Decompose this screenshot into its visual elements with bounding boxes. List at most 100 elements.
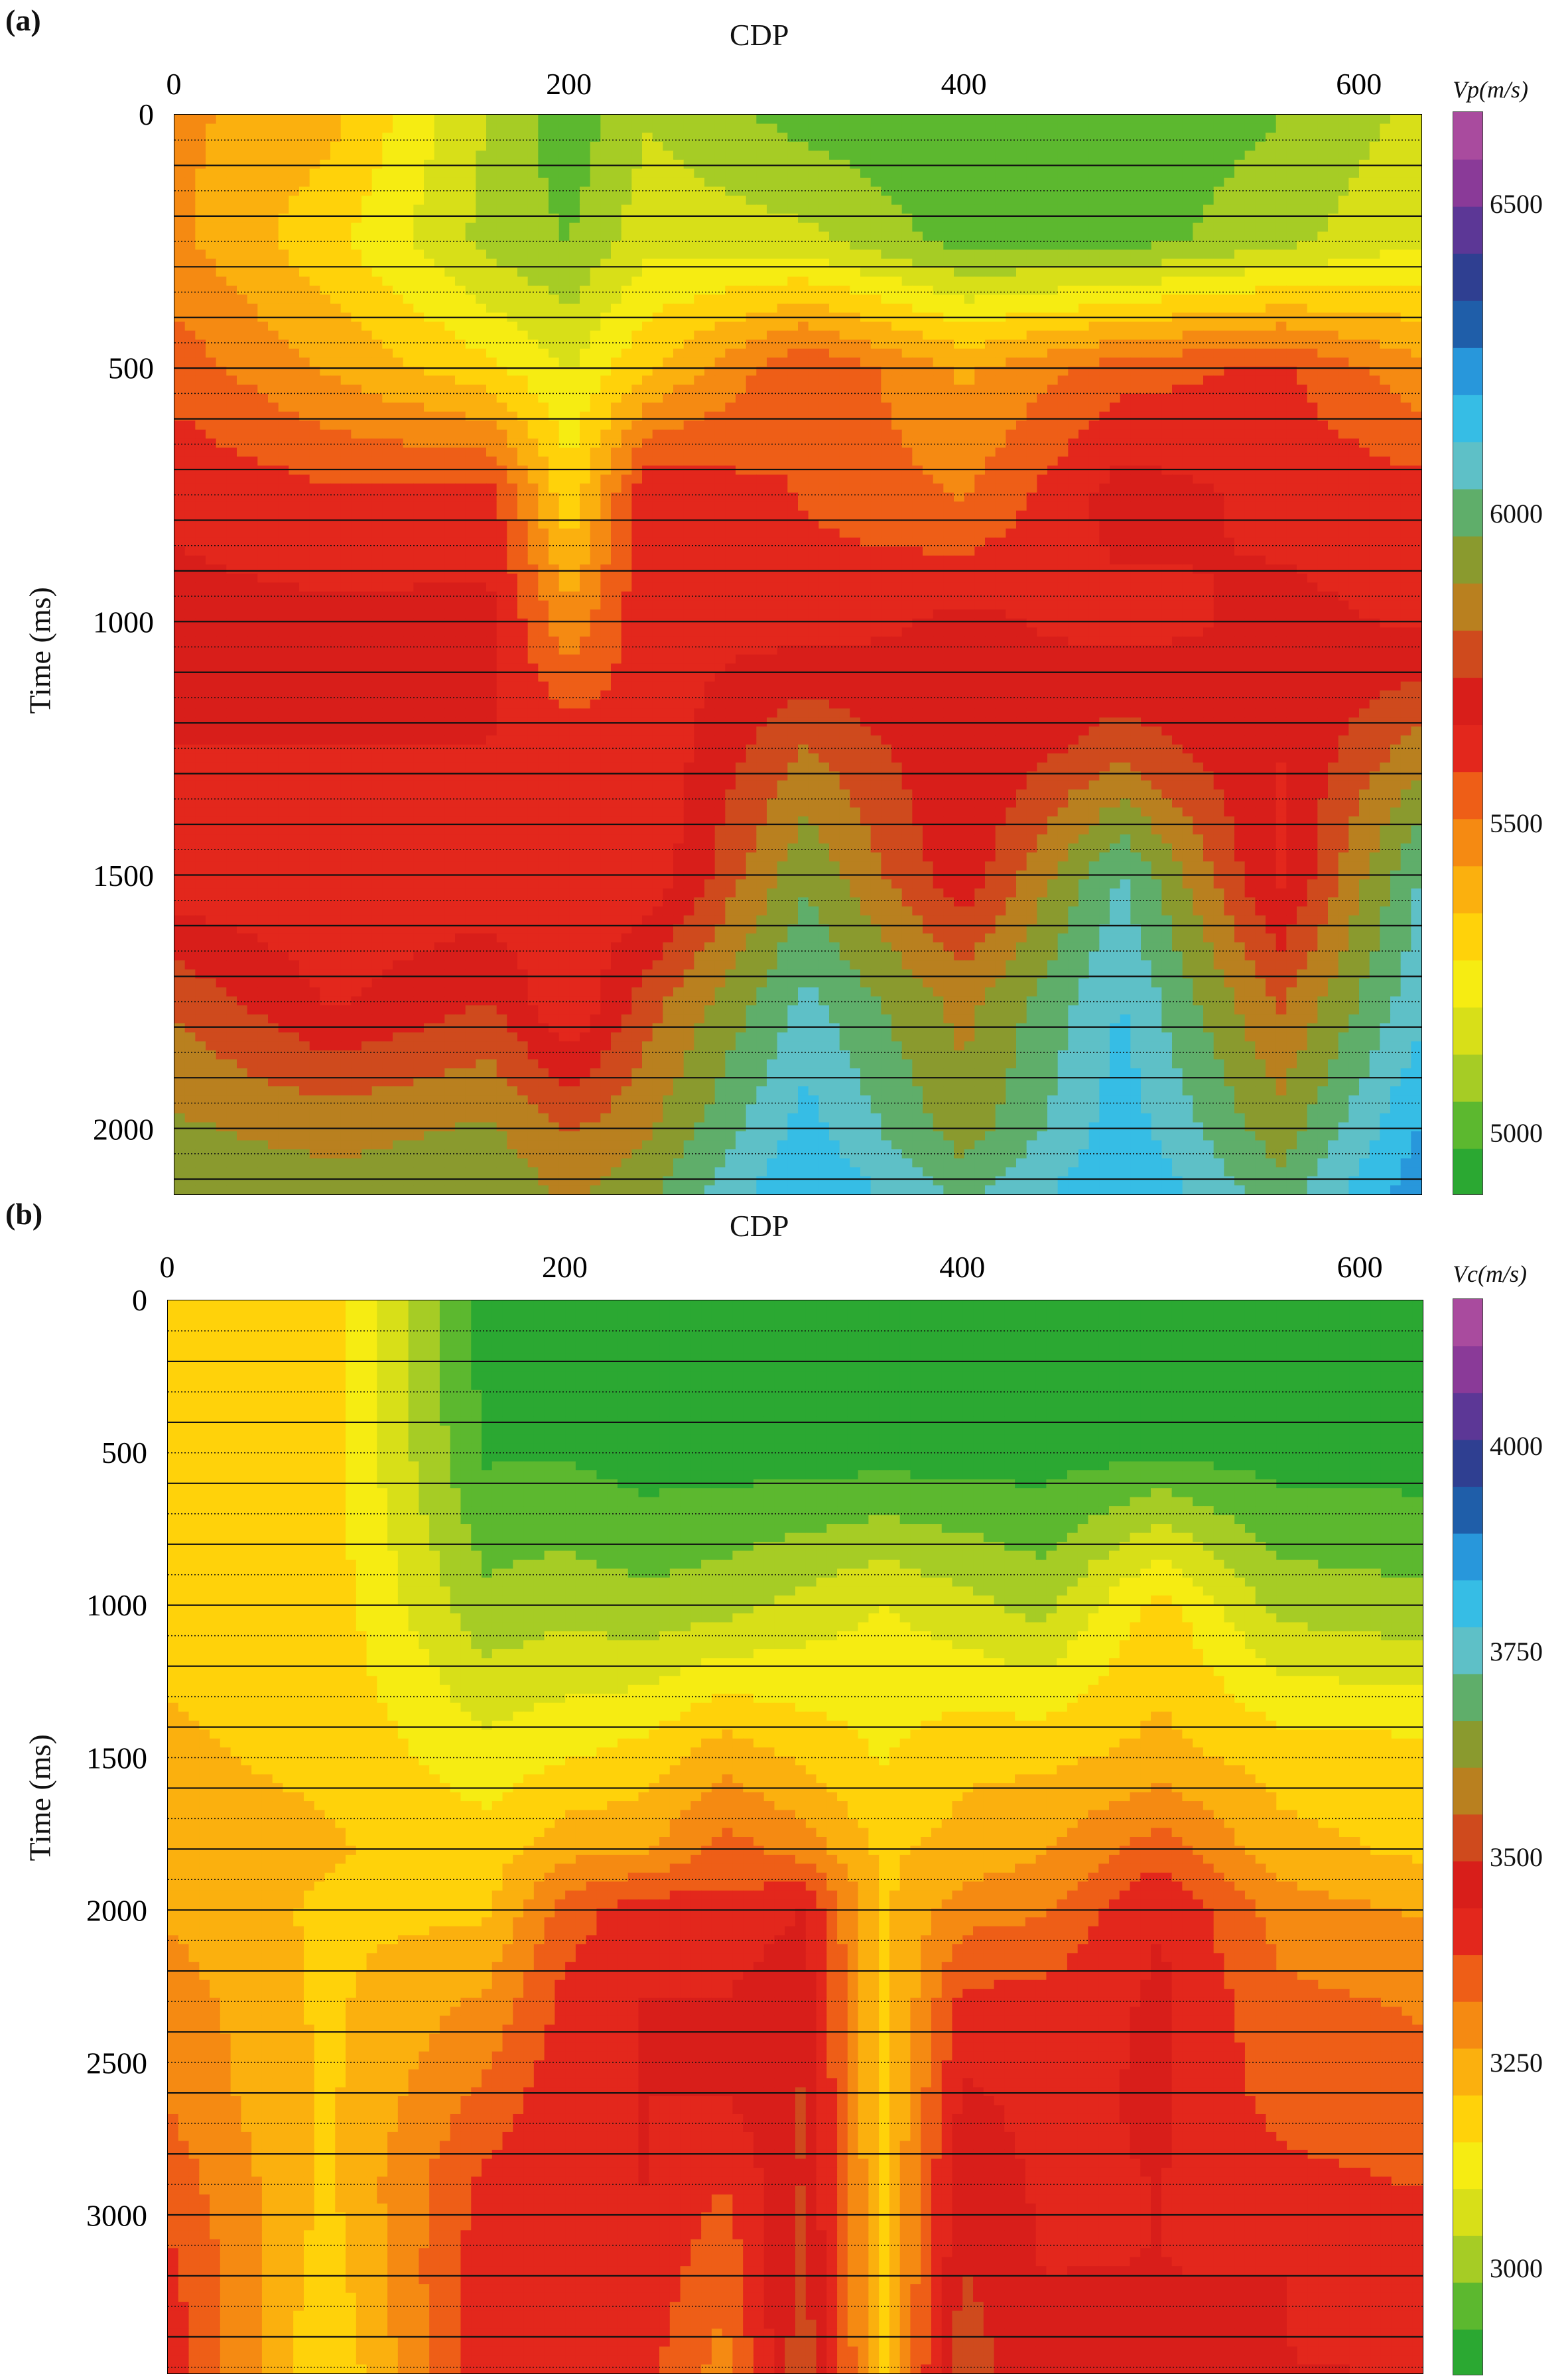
panel-a-cell: [1244, 151, 1256, 160]
panel-a-cell: [829, 249, 840, 259]
panel-a-cell: [933, 366, 944, 377]
panel-a-cell: [444, 115, 456, 125]
panel-a-cell: [756, 393, 767, 403]
panel-a-cell: [777, 303, 788, 314]
panel-a-cell: [923, 133, 934, 143]
panel-a-cell: [600, 133, 612, 143]
panel-a-cell: [434, 259, 445, 269]
panel-a-cell: [839, 385, 850, 395]
panel-a-cell: [673, 277, 685, 286]
panel-a-cell: [611, 231, 622, 241]
panel-a-cell: [1120, 123, 1131, 133]
panel-a-cell: [1182, 429, 1193, 439]
panel-a-cell: [611, 204, 622, 214]
panel-a-cell: [1380, 123, 1391, 133]
panel-a-cell: [611, 456, 622, 466]
panel-a-cell: [943, 133, 954, 143]
panel-a-cell: [736, 429, 747, 439]
panel-a-cell: [1172, 277, 1183, 286]
panel-a-cell: [330, 420, 342, 430]
panel-a-cell: [558, 411, 570, 421]
panel-a-cell: [1317, 340, 1329, 349]
panel-a-cell: [736, 123, 747, 133]
panel-a-cell: [923, 366, 934, 377]
panel-a-cell: [1307, 285, 1318, 295]
panel-a-cell: [1275, 168, 1287, 178]
panel-a-cell: [247, 294, 258, 304]
panel-a-cell: [683, 348, 694, 358]
panel-a-cell: [371, 259, 383, 269]
panel-a-cell: [299, 429, 310, 439]
panel-a-cell: [756, 466, 767, 475]
panel-a-cell: [1255, 204, 1266, 214]
panel-a-cell: [1297, 249, 1308, 259]
panel-a-cell: [600, 204, 612, 214]
panel-a-cell: [330, 196, 342, 206]
panel-a-cell: [725, 159, 736, 169]
panel-a-cell: [403, 438, 414, 448]
panel-a-cell: [413, 447, 425, 458]
panel-a-cell: [507, 294, 518, 304]
panel-a-cell: [673, 375, 685, 385]
panel-a-cell: [1110, 330, 1121, 340]
panel-a-cell: [985, 340, 996, 349]
panel-a-cell: [600, 267, 612, 277]
panel-a-cell: [736, 141, 747, 151]
panel-a-cell: [1047, 303, 1059, 314]
panel-a-cell: [1110, 438, 1121, 448]
panel-a-cell: [901, 123, 913, 133]
panel-a-cell: [891, 214, 903, 223]
panel-a-cell: [1068, 222, 1079, 232]
panel-a-cell: [881, 159, 892, 169]
panel-a-cell: [1400, 303, 1411, 314]
panel-a-cell: [351, 186, 362, 196]
panel-a-cell: [538, 420, 549, 430]
panel-a-cell: [1068, 385, 1079, 395]
panel-a-cell: [1338, 420, 1349, 430]
panel-a-cell: [652, 340, 663, 349]
panel-a-cell: [652, 259, 663, 269]
panel-a-cell: [403, 411, 414, 421]
panel-a-cell: [1234, 357, 1246, 367]
panel-a-cell: [413, 231, 425, 241]
panel-a-cell: [1224, 411, 1235, 421]
panel-a-cell: [424, 240, 435, 251]
panel-a-cell: [1110, 285, 1121, 295]
panel-a-cell: [1182, 267, 1193, 277]
panel-a-cell: [1068, 411, 1079, 421]
panel-a-cell: [985, 366, 996, 377]
panel-a-cell: [1224, 159, 1235, 169]
panel-a-cell: [371, 204, 383, 214]
panel-a-cell: [1016, 249, 1027, 259]
panel-a-cell: [777, 204, 788, 214]
panel-a-cell: [320, 411, 331, 421]
panel-a-cell: [1213, 196, 1224, 206]
panel-a-cell: [1286, 322, 1297, 332]
panel-a-cell: [580, 447, 591, 458]
panel-a-cell: [1390, 447, 1402, 458]
panel-a-cell: [860, 303, 872, 314]
panel-a-cell: [891, 375, 903, 385]
panel-a-cell: [1411, 222, 1421, 232]
panel-a-cell: [798, 285, 809, 295]
panel-a-cell: [590, 141, 601, 151]
panel-a-cell: [580, 141, 591, 151]
panel-a-cell: [1026, 447, 1037, 458]
panel-a-cell: [1286, 231, 1297, 241]
panel-a-cell: [257, 474, 269, 484]
panel-a-cell: [507, 151, 518, 160]
panel-a-cell: [1141, 294, 1152, 304]
panel-a-cell: [943, 285, 954, 295]
panel-a-cell: [870, 456, 882, 466]
panel-a-cell: [289, 186, 300, 196]
panel-a-cell: [1193, 357, 1204, 367]
panel-a-cell: [1141, 259, 1152, 269]
panel-a-cell: [1099, 204, 1110, 214]
panel-a-cell: [1213, 429, 1224, 439]
panel-a-cell: [600, 438, 612, 448]
panel-a-cell: [1088, 222, 1100, 232]
panel-a-cell: [496, 411, 507, 421]
panel-a-cell: [393, 474, 404, 484]
panel-a-cell: [538, 474, 549, 484]
panel-a-cell: [808, 483, 819, 493]
